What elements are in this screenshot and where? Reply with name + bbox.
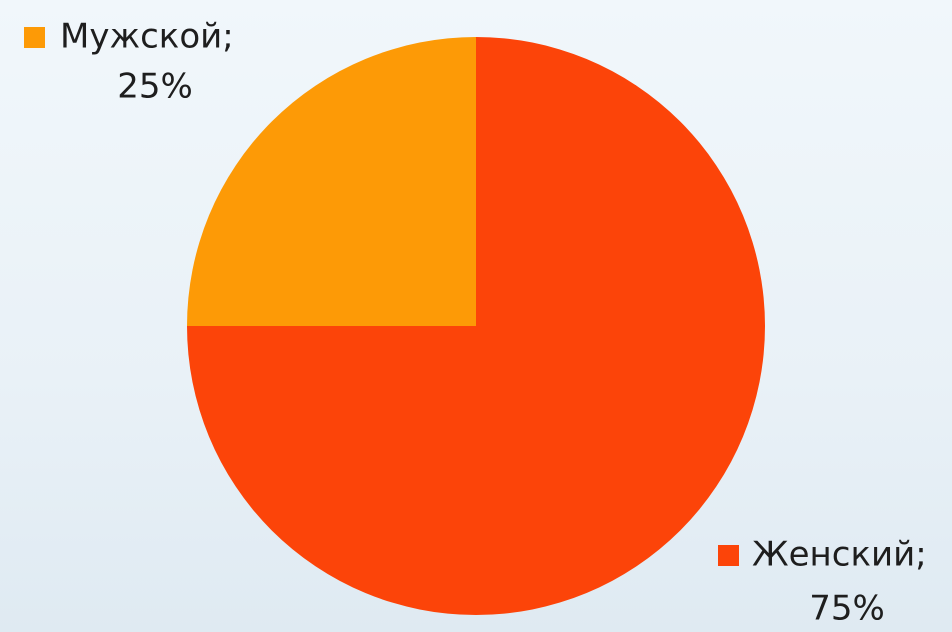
value-label: 25% xyxy=(117,67,193,107)
legend-marker xyxy=(24,27,45,48)
category-label: Женский; xyxy=(752,535,927,575)
category-label: Мужской; xyxy=(60,17,234,57)
pie-slice xyxy=(187,37,476,326)
value-label: 75% xyxy=(809,589,885,629)
legend-marker xyxy=(718,545,739,566)
